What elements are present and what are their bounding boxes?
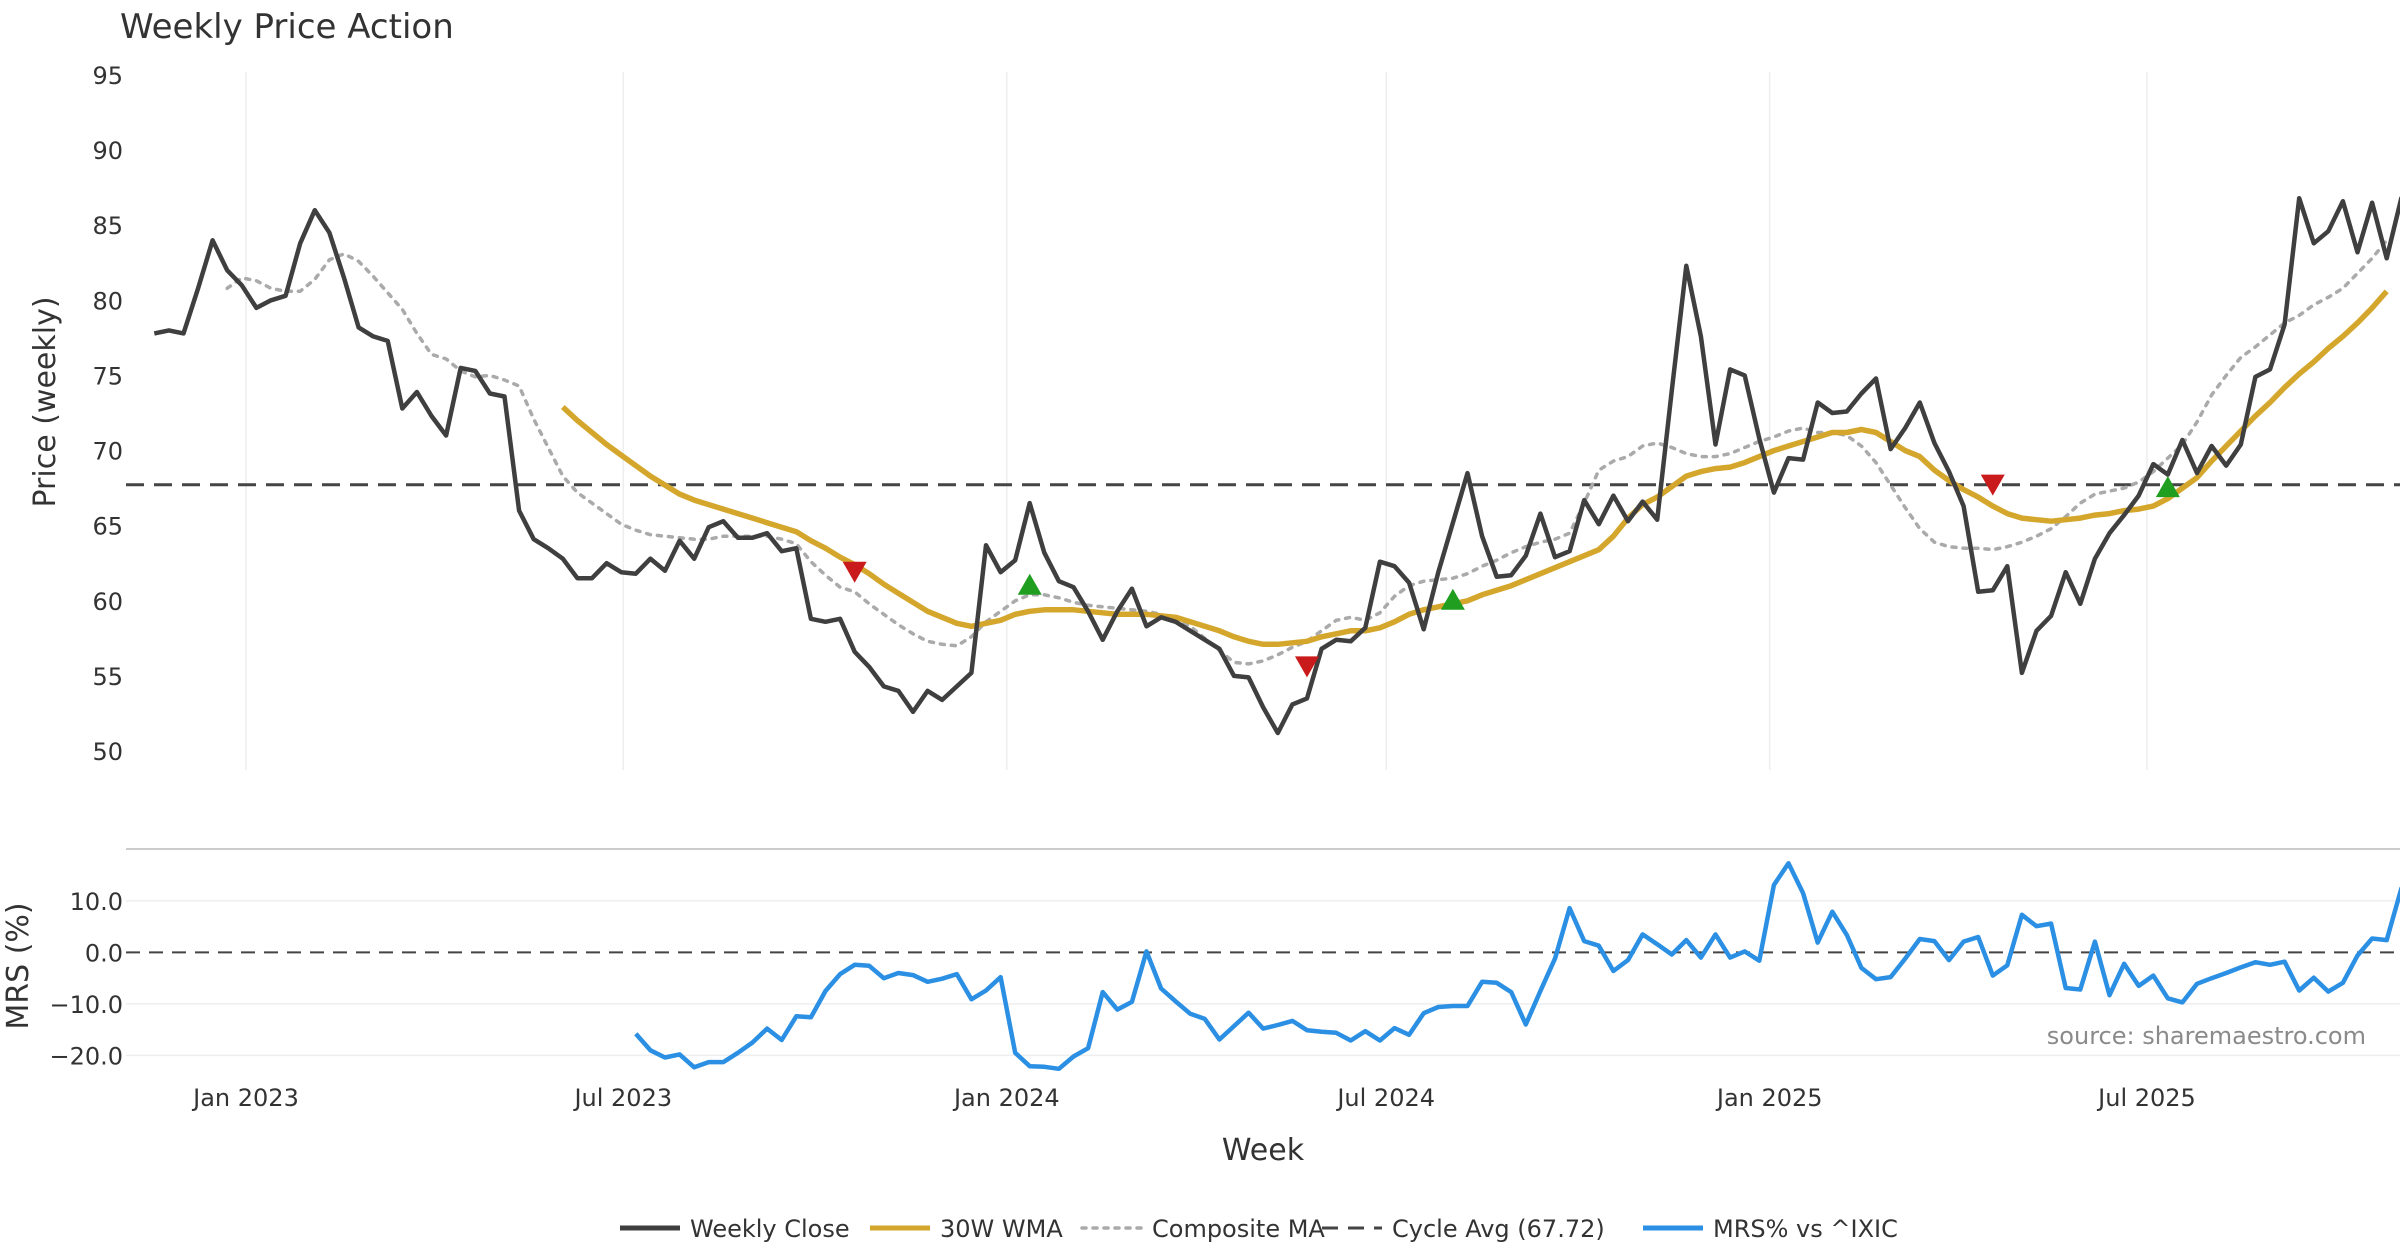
- source-note: source: sharemaestro.com: [2047, 1022, 2366, 1050]
- price-y-tick-label: 95: [92, 62, 123, 90]
- price-y-tick-label: 50: [92, 738, 123, 766]
- price-series: [126, 195, 2400, 736]
- mrs-y-ticks: 10.0 0.0 −10.0 −20.0: [49, 888, 123, 1071]
- price-grid: [245, 72, 2148, 770]
- legend: Weekly Close 30W WMA Composite MA Cycle Avg…: [620, 1215, 1898, 1243]
- price-y-ticks: 50 55 60 65 70 75 80 85 90 95: [92, 62, 123, 766]
- mrs-series: [634, 861, 2400, 1072]
- mrs-y-tick-label: 0.0: [85, 939, 123, 967]
- price-y-tick-label: 60: [92, 588, 123, 616]
- mrs-line: [634, 861, 2400, 1072]
- x-tick-label: Jan 2024: [952, 1084, 1060, 1112]
- sell-signal-marker: [842, 561, 867, 583]
- weekly-close-line: [153, 195, 2400, 736]
- price-y-tick-label: 80: [92, 287, 123, 315]
- trade-signals: [842, 474, 2180, 678]
- price-y-tick-label: 65: [92, 513, 123, 541]
- legend-label: Composite MA: [1152, 1215, 1325, 1243]
- mrs-y-tick-label: −20.0: [49, 1042, 123, 1070]
- x-axis-ticks: Jan 2023 Jul 2023 Jan 2024 Jul 2024 Jan 2025…: [191, 1084, 2196, 1112]
- sell-signal-marker: [1980, 474, 2005, 496]
- sell-signal-marker: [1294, 656, 1319, 678]
- mrs-y-axis-label: MRS (%): [1, 902, 36, 1029]
- mrs-grid: [126, 900, 2400, 1057]
- price-y-tick-label: 85: [92, 212, 123, 240]
- x-tick-label: Jan 2025: [1715, 1084, 1823, 1112]
- composite-ma-line: [225, 238, 2389, 666]
- mrs-y-tick-label: −10.0: [49, 991, 123, 1019]
- price-y-tick-label: 70: [92, 438, 123, 466]
- buy-signal-marker: [1440, 588, 1465, 610]
- mrs-y-tick-label: 10.0: [70, 888, 123, 916]
- price-y-tick-label: 55: [92, 663, 123, 691]
- buy-signal-marker: [1017, 573, 1042, 595]
- chart-title: Weekly Price Action: [120, 7, 454, 47]
- price-y-axis-label: Price (weekly): [28, 296, 63, 507]
- x-tick-label: Jul 2024: [1335, 1084, 1435, 1112]
- legend-label: Cycle Avg (67.72): [1392, 1215, 1605, 1243]
- x-tick-label: Jul 2023: [572, 1084, 672, 1112]
- x-axis-label: Week: [1222, 1133, 1305, 1168]
- buy-signal-marker: [2155, 476, 2180, 498]
- x-tick-label: Jul 2025: [2096, 1084, 2196, 1112]
- legend-label: Weekly Close: [690, 1215, 850, 1243]
- price-y-tick-label: 90: [92, 137, 123, 165]
- legend-label: 30W WMA: [940, 1215, 1063, 1243]
- x-tick-label: Jan 2023: [191, 1084, 299, 1112]
- wma-30w-line: [560, 289, 2389, 648]
- legend-label: MRS% vs ^IXIC: [1713, 1215, 1898, 1243]
- price-y-tick-label: 75: [92, 362, 123, 390]
